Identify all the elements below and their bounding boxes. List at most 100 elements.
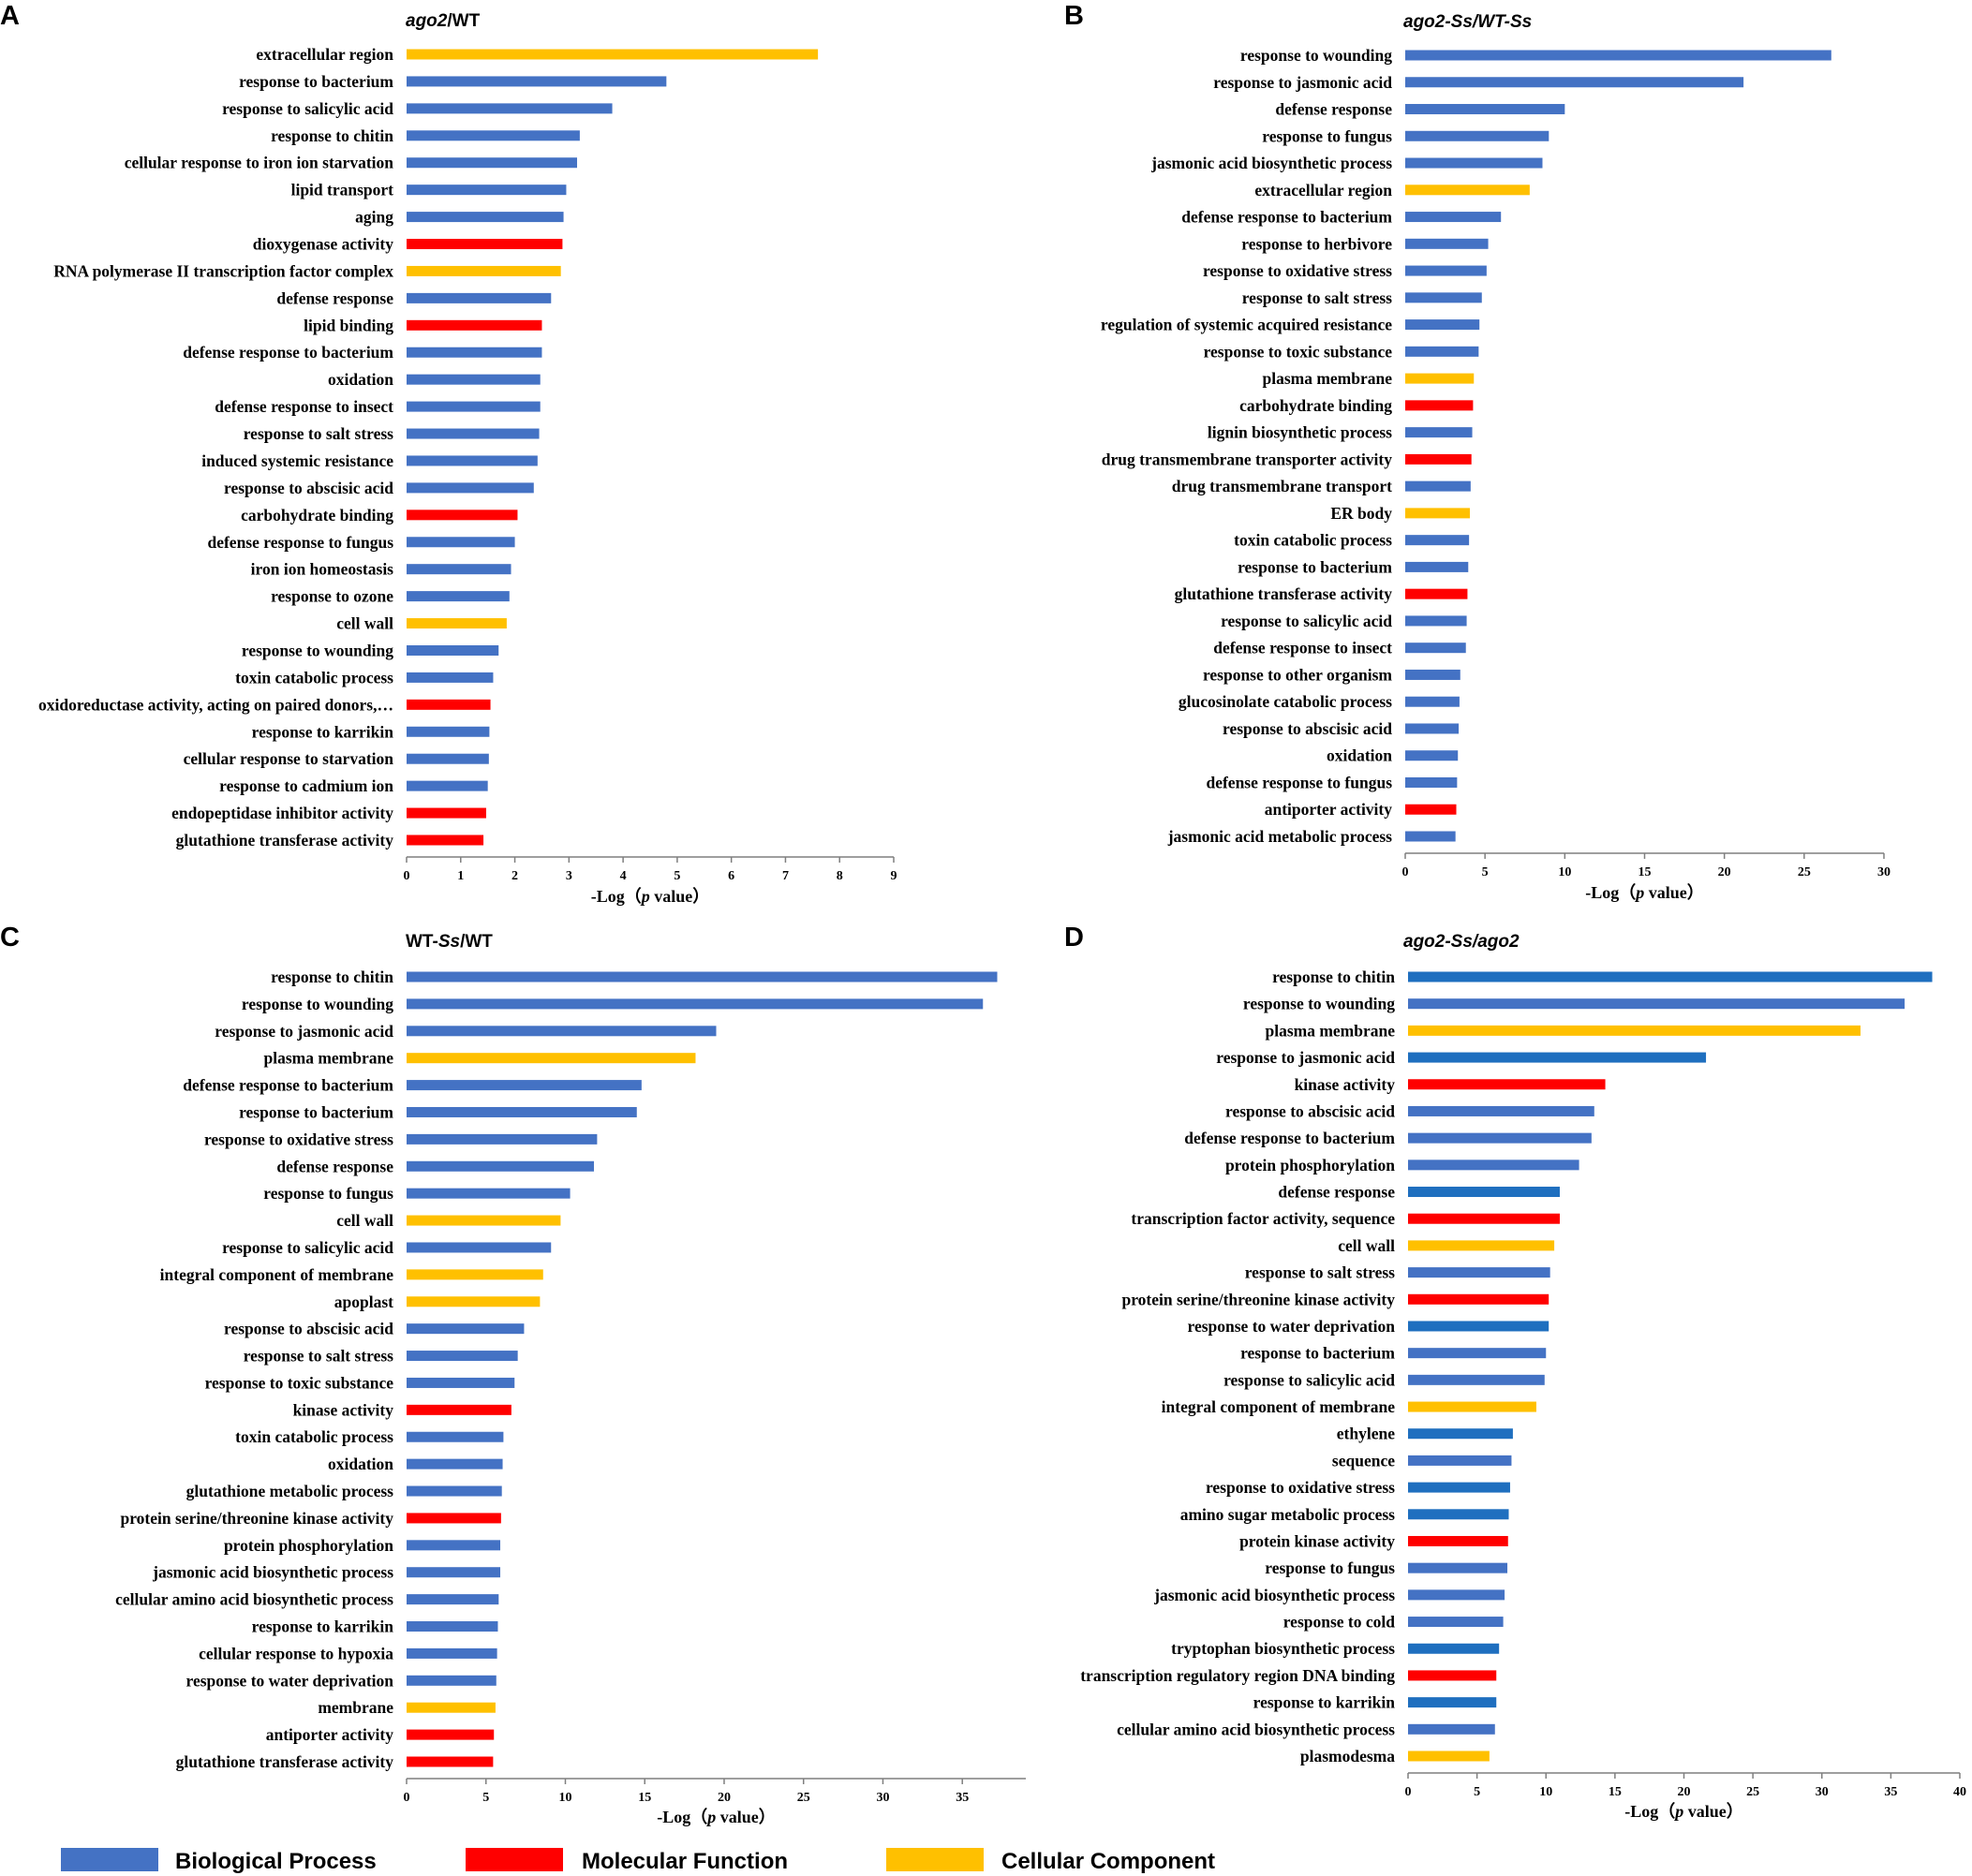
x-tick-label: 10: [1558, 865, 1571, 879]
bar: [1408, 998, 1905, 1010]
category-label: apoplast: [334, 1293, 393, 1311]
legend-swatch: [466, 1848, 563, 1871]
bar: [1405, 480, 1471, 492]
category-label: glucosinolate catabolic process: [1179, 692, 1392, 711]
bar: [1408, 1105, 1594, 1116]
category-label: jasmonic acid biosynthetic process: [1153, 1586, 1395, 1604]
bar: [407, 753, 489, 764]
bar: [1405, 292, 1482, 303]
x-tick-label: 10: [558, 1791, 571, 1805]
category-label: transcription regulatory region DNA bind…: [1080, 1666, 1395, 1685]
bar: [407, 1675, 497, 1686]
bar: [1405, 615, 1467, 627]
bar: [1405, 588, 1468, 599]
bar: [1408, 1321, 1549, 1332]
bar: [1408, 1348, 1547, 1359]
bar: [407, 185, 567, 196]
x-tick-label: 0: [1405, 1785, 1412, 1799]
legend-label: Biological Process: [175, 1849, 377, 1874]
category-label: plasma membrane: [263, 1049, 393, 1068]
bar: [407, 510, 518, 521]
category-label: response to chitin: [271, 968, 393, 986]
bar: [407, 1269, 543, 1280]
x-tick-label: 7: [782, 869, 789, 883]
bar: [1405, 696, 1460, 707]
bar: [407, 157, 577, 169]
bar: [1408, 1401, 1536, 1412]
category-label: response to salt stress: [244, 424, 393, 443]
category-label: carbohydrate binding: [1239, 396, 1392, 415]
bar: [1408, 1025, 1861, 1036]
bar: [407, 1215, 561, 1226]
x-tick-label: 3: [566, 869, 572, 883]
bar: [1408, 1160, 1579, 1171]
bar: [407, 618, 507, 629]
text-part: /WT: [447, 11, 480, 31]
text-part: /WT: [460, 932, 493, 952]
text-part: p: [1634, 883, 1644, 902]
bar: [407, 1647, 497, 1659]
bar: [1408, 1562, 1508, 1573]
category-label: kinase activity: [293, 1400, 394, 1419]
bar: [1408, 1132, 1592, 1144]
bar: [1405, 776, 1458, 788]
panel-letter: A: [0, 1, 20, 31]
bar: [407, 1026, 717, 1037]
category-label: extracellular region: [256, 45, 393, 64]
bar: [407, 1594, 499, 1605]
category-label: defense response: [276, 288, 393, 307]
category-label: plasma membrane: [1265, 1021, 1395, 1040]
category-label: response to fungus: [1265, 1558, 1395, 1577]
category-label: drug transmembrane transport: [1172, 477, 1392, 495]
bar: [1405, 238, 1489, 249]
x-tick-label: 20: [718, 1791, 731, 1805]
category-label: response to karrikin: [1253, 1693, 1396, 1712]
bar: [1408, 1374, 1545, 1385]
category-label: defense response to bacterium: [183, 343, 393, 362]
x-tick-label: 0: [404, 1791, 410, 1805]
text-part: WT-: [406, 932, 438, 952]
bar: [407, 564, 512, 575]
bar: [1408, 1697, 1497, 1708]
category-label: defense response to insect: [1213, 639, 1392, 657]
bar: [1405, 669, 1460, 680]
bar: [1405, 804, 1457, 815]
category-label: response to abscisic acid: [1223, 719, 1392, 738]
bar: [407, 212, 564, 223]
bar: [1405, 831, 1456, 842]
category-label: response to toxic substance: [205, 1373, 394, 1392]
bar: [407, 265, 561, 276]
category-label: oxidation: [1327, 746, 1392, 765]
category-label: tryptophan biosynthetic process: [1171, 1639, 1395, 1658]
category-label: response to bacterium: [1240, 1344, 1395, 1363]
bar: [407, 1540, 500, 1551]
category-label: cellular response to iron ion starvation: [125, 154, 394, 172]
text-part: value）: [1683, 1802, 1743, 1821]
bar: [407, 644, 499, 656]
x-tick-label: 30: [1816, 1785, 1829, 1799]
bar: [407, 1404, 512, 1415]
bar: [407, 1188, 571, 1199]
bar: [1408, 1482, 1510, 1493]
x-tick-label: 8: [837, 869, 843, 883]
x-tick-label: 15: [1638, 865, 1652, 879]
text-part: ago2-Ss/WT-Ss: [1403, 12, 1532, 32]
bar: [407, 998, 984, 1010]
category-label: defense response to fungus: [207, 533, 393, 552]
bar: [1405, 265, 1487, 276]
legend-swatch: [886, 1848, 984, 1871]
category-label: response to bacterium: [239, 72, 393, 91]
x-tick-label: 1: [457, 869, 464, 883]
x-tick-label: 0: [1402, 865, 1409, 879]
category-label: cellular response to starvation: [184, 749, 394, 768]
bar: [407, 76, 667, 87]
category-label: glutathione metabolic process: [186, 1482, 394, 1500]
category-label: protein phosphorylation: [224, 1536, 393, 1555]
bar: [407, 591, 510, 602]
bar: [407, 401, 541, 412]
text-part: value）: [1644, 883, 1704, 902]
category-label: response to salicylic acid: [1223, 1370, 1395, 1389]
category-label: response to oxidative stress: [1206, 1478, 1395, 1497]
category-label: defense response to bacterium: [1184, 1129, 1395, 1147]
